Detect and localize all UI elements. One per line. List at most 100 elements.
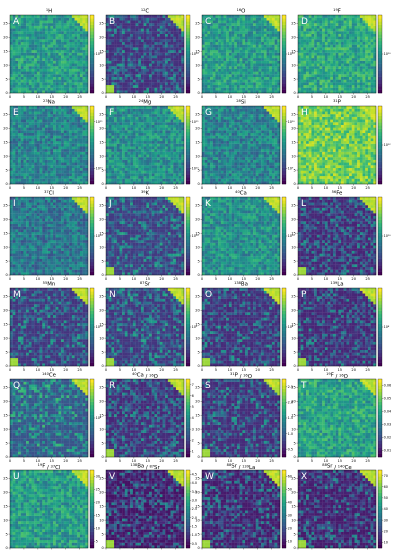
- heatmap-cell: [72, 141, 75, 144]
- heatmap-cell: [269, 69, 272, 72]
- heatmap-cell: [141, 47, 144, 50]
- heatmap-cell: [111, 168, 114, 171]
- heatmap-cell: [29, 106, 32, 109]
- heatmap-cell: [34, 173, 37, 176]
- heatmap-cell: [13, 160, 16, 163]
- heatmap-cell: [229, 69, 232, 72]
- heatmap-cell: [64, 45, 67, 48]
- heatmap-cell: [179, 171, 182, 174]
- heatmap-cell: [360, 88, 363, 91]
- heatmap-cell: [306, 28, 309, 31]
- heatmap-cell: [349, 69, 352, 72]
- heatmap-cell: [202, 58, 205, 61]
- heatmap-cell: [171, 26, 174, 29]
- heatmap-cell: [72, 117, 75, 120]
- heatmap-cell: [165, 63, 168, 66]
- heatmap-cell: [157, 77, 160, 80]
- heatmap-cell: [128, 146, 131, 149]
- heatmap-cell: [277, 71, 280, 74]
- heatmap-cell: [10, 37, 13, 40]
- heatmap-cell: [26, 18, 29, 21]
- heatmap-cell: [152, 69, 155, 72]
- heatmap-cell: [109, 154, 112, 157]
- heatmap-cell: [179, 34, 182, 37]
- heatmap-cell: [181, 157, 184, 160]
- heatmap-cell: [23, 74, 26, 77]
- heatmap-cell: [61, 173, 64, 176]
- heatmap-cell: [15, 130, 18, 133]
- heatmap-cell: [61, 69, 64, 72]
- heatmap-cell: [303, 42, 306, 45]
- heatmap-cell: [109, 165, 112, 168]
- heatmap-cell: [298, 90, 301, 93]
- heatmap-cell: [346, 66, 349, 69]
- heatmap-cell: [301, 58, 304, 61]
- heatmap-cell: [256, 82, 259, 85]
- heatmap-cell: [40, 20, 43, 23]
- colorbar-segment: [90, 129, 94, 132]
- heatmap-cell: [317, 53, 320, 56]
- heatmap-cell: [111, 144, 114, 147]
- heatmap-cell: [83, 58, 86, 61]
- heatmap-cell: [179, 176, 182, 179]
- heatmap-cell: [125, 82, 128, 85]
- heatmap-cell: [80, 133, 83, 136]
- heatmap-cell: [149, 144, 152, 147]
- heatmap-cell: [320, 85, 323, 88]
- heatmap-cell: [317, 63, 320, 66]
- heatmap-cell: [83, 53, 86, 56]
- heatmap-cell: [75, 47, 78, 50]
- heatmap-cell: [125, 42, 128, 45]
- heatmap-cell: [32, 26, 35, 29]
- heatmap-cell: [10, 61, 13, 64]
- heatmap-cell: [130, 55, 133, 58]
- heatmap-cell: [144, 34, 147, 37]
- heatmap-cell: [53, 37, 56, 40]
- heatmap-cell: [23, 144, 26, 147]
- heatmap-cell: [114, 58, 117, 61]
- heatmap-cell: [144, 176, 147, 179]
- heatmap-cell: [149, 26, 152, 29]
- heatmap-cell: [181, 23, 184, 26]
- heatmap-cell: [85, 179, 88, 182]
- heatmap-cell: [314, 23, 317, 26]
- heatmap-cell: [234, 53, 237, 56]
- heatmap-cell: [106, 85, 109, 88]
- heatmap-cell: [221, 26, 224, 29]
- heatmap-cell: [53, 144, 56, 147]
- heatmap-cell: [152, 55, 155, 58]
- heatmap-cell: [83, 74, 86, 77]
- heatmap-cell: [56, 63, 59, 66]
- heatmap-cell: [207, 88, 210, 91]
- heatmap-cell: [40, 117, 43, 120]
- heatmap-cell: [202, 80, 205, 83]
- heatmap-cell: [69, 85, 72, 88]
- heatmap-cell: [309, 50, 312, 53]
- heatmap-cell: [232, 53, 235, 56]
- heatmap-cell: [277, 61, 280, 64]
- heatmap-cell: [226, 18, 229, 21]
- heatmap-cell: [119, 34, 122, 37]
- heatmap-cell: [75, 20, 78, 23]
- heatmap-cell: [317, 31, 320, 34]
- heatmap-cell: [181, 28, 184, 31]
- heatmap-cell: [253, 66, 256, 69]
- heatmap-cell: [37, 168, 40, 171]
- heatmap-cell: [322, 42, 325, 45]
- heatmap-cell: [72, 165, 75, 168]
- heatmap-cell: [50, 28, 53, 31]
- heatmap-cell: [32, 31, 35, 34]
- heatmap-cell: [309, 28, 312, 31]
- heatmap-cell: [240, 90, 243, 93]
- heatmap-cell: [48, 47, 51, 50]
- heatmap-cell: [75, 39, 78, 42]
- heatmap-cell: [160, 152, 163, 155]
- heatmap-cell: [218, 88, 221, 91]
- heatmap-cell: [371, 28, 374, 31]
- heatmap-cell: [181, 149, 184, 152]
- heatmap-cell: [173, 154, 176, 157]
- heatmap-cell: [64, 119, 67, 122]
- heatmap-cell: [114, 37, 117, 40]
- heatmap-cell: [75, 31, 78, 34]
- heatmap-cell: [181, 152, 184, 155]
